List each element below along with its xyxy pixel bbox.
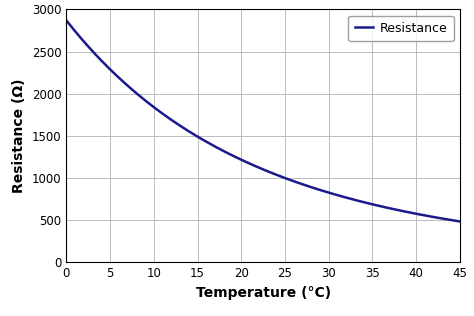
Resistance — [276, 174, 282, 178]
Resistance — [457, 220, 463, 223]
Resistance — [298, 182, 303, 185]
X-axis label: Temperature (°C): Temperature (°C) — [195, 286, 331, 300]
Y-axis label: Resistance (Ω): Resistance (Ω) — [12, 79, 27, 193]
Resistance — [250, 163, 256, 167]
Resistance — [386, 206, 392, 210]
Resistance — [253, 164, 258, 168]
Legend: Resistance: Resistance — [348, 16, 454, 41]
Line: Resistance: Resistance — [66, 21, 460, 222]
Resistance — [64, 19, 69, 22]
Resistance — [447, 218, 453, 222]
